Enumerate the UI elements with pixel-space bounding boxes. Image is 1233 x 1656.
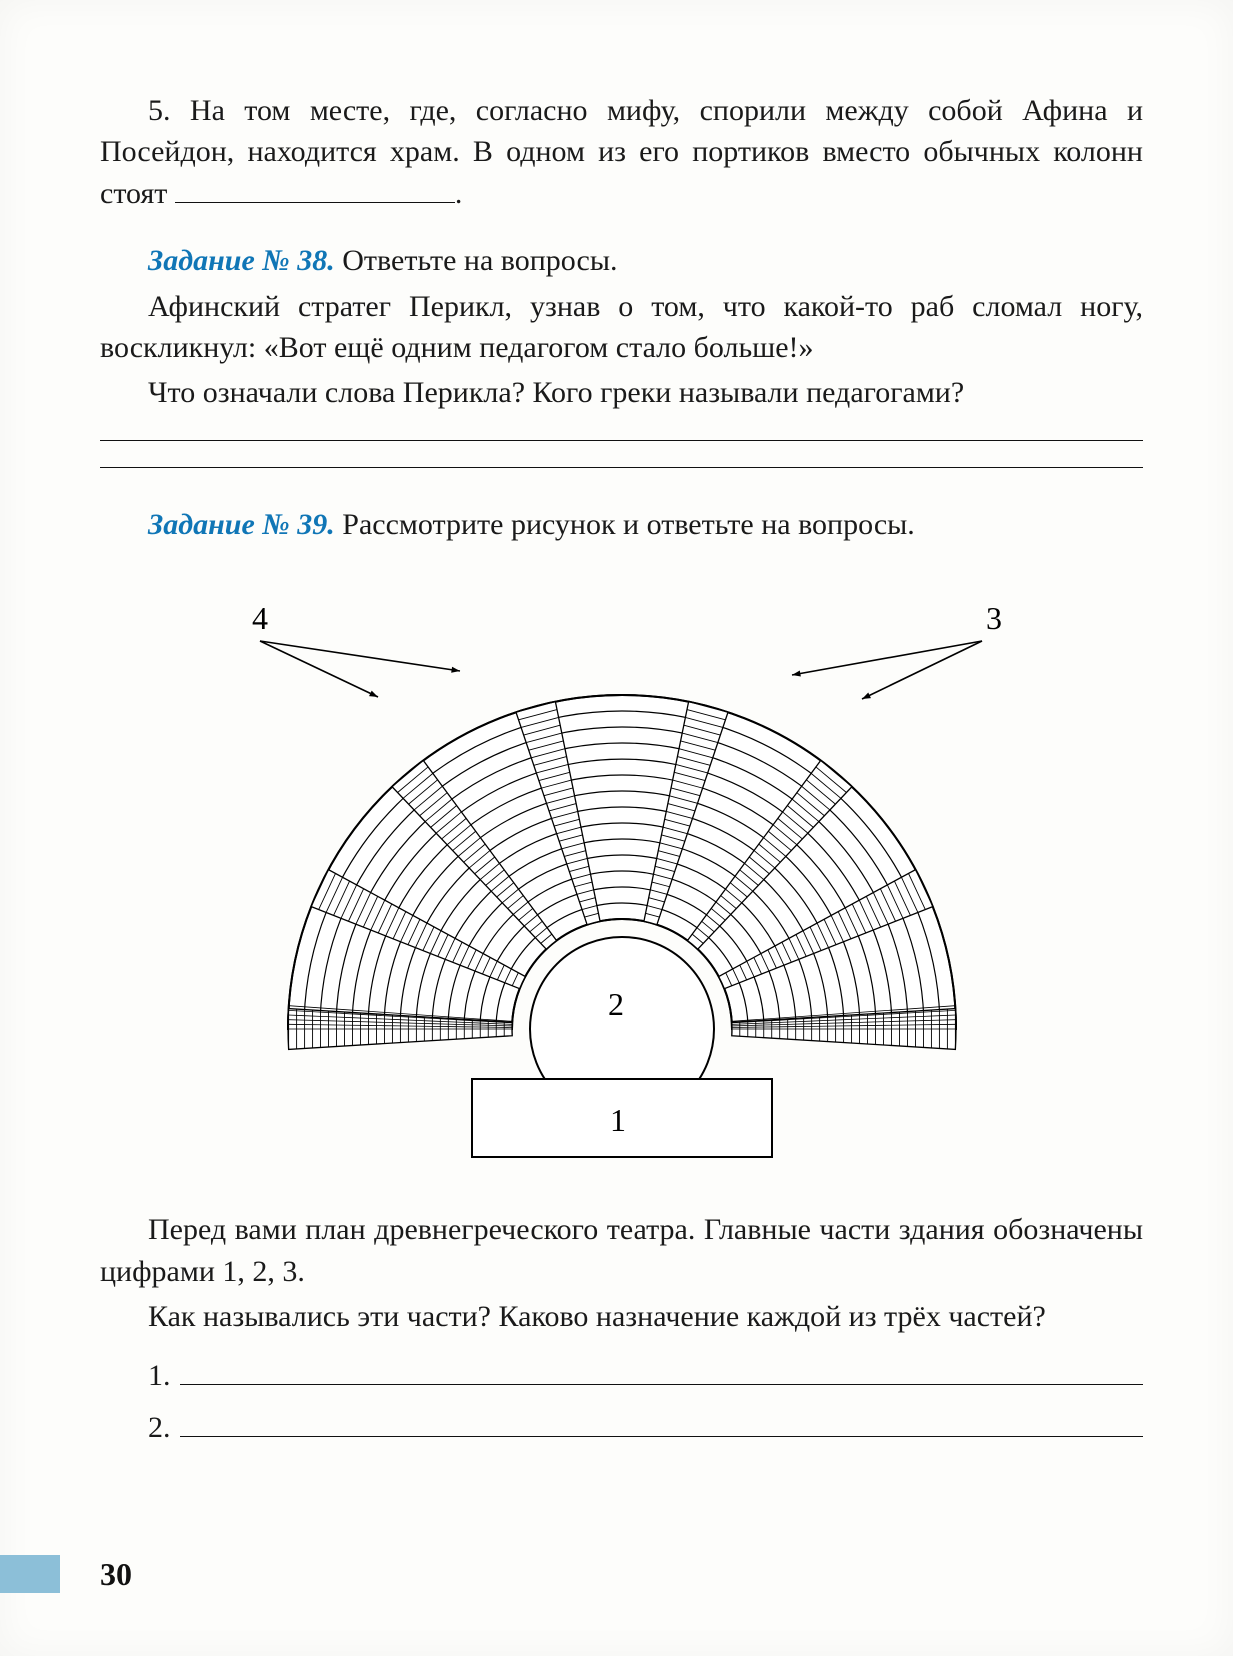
task39-caption1: Перед вами план древнегреческого театра.…: [100, 1209, 1143, 1292]
task39-answer-1: 1.: [148, 1355, 1143, 1396]
task38-body1: Афинский стратег Перикл, узнав о том, чт…: [100, 286, 1143, 369]
svg-text:4: 4: [252, 600, 268, 636]
svg-text:2: 2: [608, 986, 624, 1022]
workbook-page: 5. На том месте, где, согласно мифу, спо…: [0, 0, 1233, 1656]
theatre-diagram-wrap: 3 4 2 1: [100, 569, 1143, 1189]
answer-line-rule-1[interactable]: [100, 440, 1143, 441]
svg-text:1: 1: [610, 1102, 626, 1138]
q5-period: .: [455, 177, 463, 210]
answer-blank-1[interactable]: [180, 1368, 1143, 1386]
task38-heading: Задание № 38.: [148, 244, 335, 277]
task39-heading: Задание № 39.: [148, 508, 335, 541]
task38-heading-rest: Ответьте на вопросы.: [335, 244, 618, 277]
task39-answer-2: 2.: [148, 1407, 1143, 1448]
answer-blank-2[interactable]: [180, 1419, 1143, 1437]
svg-text:3: 3: [986, 600, 1002, 636]
task38-heading-line: Задание № 38. Ответьте на вопросы.: [100, 240, 1143, 281]
answer-num-1: 1.: [148, 1355, 180, 1396]
task39-heading-line: Задание № 39. Рассмотрите рисунок и отве…: [100, 504, 1143, 545]
answer-num-2: 2.: [148, 1407, 180, 1448]
page-number-tab: [0, 1555, 60, 1593]
task39-caption2: Как назывались эти части? Каково назначе…: [100, 1296, 1143, 1337]
q5-num: 5.: [148, 94, 171, 127]
page-number-bar: 30: [0, 1552, 132, 1596]
task39-heading-rest: Рассмотрите рисунок и ответьте на вопрос…: [335, 508, 915, 541]
task38-body2: Что означали слова Перикла? Кого греки н…: [100, 372, 1143, 413]
theatre-diagram: 3 4 2 1: [172, 569, 1072, 1189]
page-number: 30: [100, 1552, 132, 1596]
q5-para: 5. На том месте, где, согласно мифу, спо…: [100, 90, 1143, 214]
q5-blank[interactable]: [175, 182, 455, 203]
